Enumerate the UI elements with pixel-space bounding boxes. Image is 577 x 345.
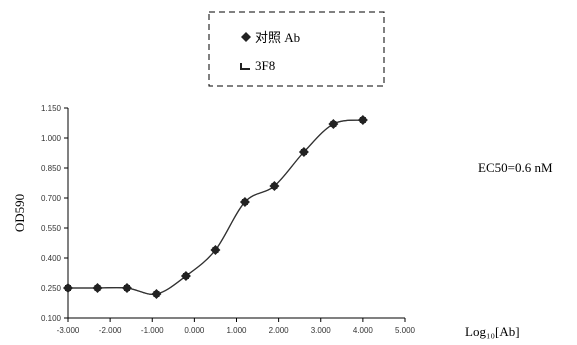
data-point-square xyxy=(300,149,307,155)
series-line-0 xyxy=(68,119,363,295)
data-point-square xyxy=(330,121,337,127)
series-lines xyxy=(68,119,363,295)
plot-axes xyxy=(67,108,405,319)
x-tick-label: 0.000 xyxy=(184,326,205,335)
legend-border xyxy=(208,11,385,87)
legend-entry-control-ab: 对照 Ab xyxy=(255,30,300,45)
data-point-square xyxy=(123,285,130,291)
y-tick-label: 0.700 xyxy=(41,194,62,203)
x-axis-ticks: -3.000 -2.000 -1.000 0.000 1.000 2.000 3.000 4.… xyxy=(57,318,416,335)
y-tick-label: 0.850 xyxy=(41,164,62,173)
y-axis-ticks: 0.100 0.250 0.400 0.550 0.700 0.850 1.000 1.150 xyxy=(41,104,68,323)
data-point-square xyxy=(241,199,248,205)
legend-square-marker xyxy=(240,63,250,70)
y-tick-label: 0.250 xyxy=(41,284,62,293)
data-point-square xyxy=(65,285,71,291)
y-tick-label: 1.150 xyxy=(41,104,62,113)
data-point-square xyxy=(182,273,189,279)
x-tick-label: 4.000 xyxy=(353,326,374,335)
x-tick-label: -3.000 xyxy=(57,326,80,335)
y-tick-label: 0.400 xyxy=(41,254,62,263)
legend: 对照 Ab 3F8 xyxy=(208,11,385,87)
legend-entry-3f8: 3F8 xyxy=(255,58,275,73)
y-tick-label: 0.100 xyxy=(41,314,62,323)
y-tick-label: 0.550 xyxy=(41,224,62,233)
x-tick-label: 5.000 xyxy=(395,326,416,335)
series-line-1 xyxy=(68,119,363,295)
y-axis-title: OD590 xyxy=(12,194,27,232)
x-tick-label: -2.000 xyxy=(99,326,122,335)
x-tick-label: -1.000 xyxy=(141,326,164,335)
data-point-square xyxy=(212,247,219,253)
data-point-square xyxy=(359,117,366,123)
ec50-annotation: EC50=0.6 nM xyxy=(478,160,553,175)
x-axis-title: Log₁₀[Ab] xyxy=(465,324,520,339)
data-point-square xyxy=(94,285,101,291)
series-markers xyxy=(63,115,368,299)
x-tick-label: 3.000 xyxy=(311,326,332,335)
data-point-square xyxy=(153,291,160,297)
y-tick-label: 1.000 xyxy=(41,134,62,143)
legend-diamond-marker xyxy=(241,32,251,42)
data-point-square xyxy=(271,183,278,189)
x-tick-label: 2.000 xyxy=(269,326,290,335)
x-tick-label: 1.000 xyxy=(226,326,247,335)
